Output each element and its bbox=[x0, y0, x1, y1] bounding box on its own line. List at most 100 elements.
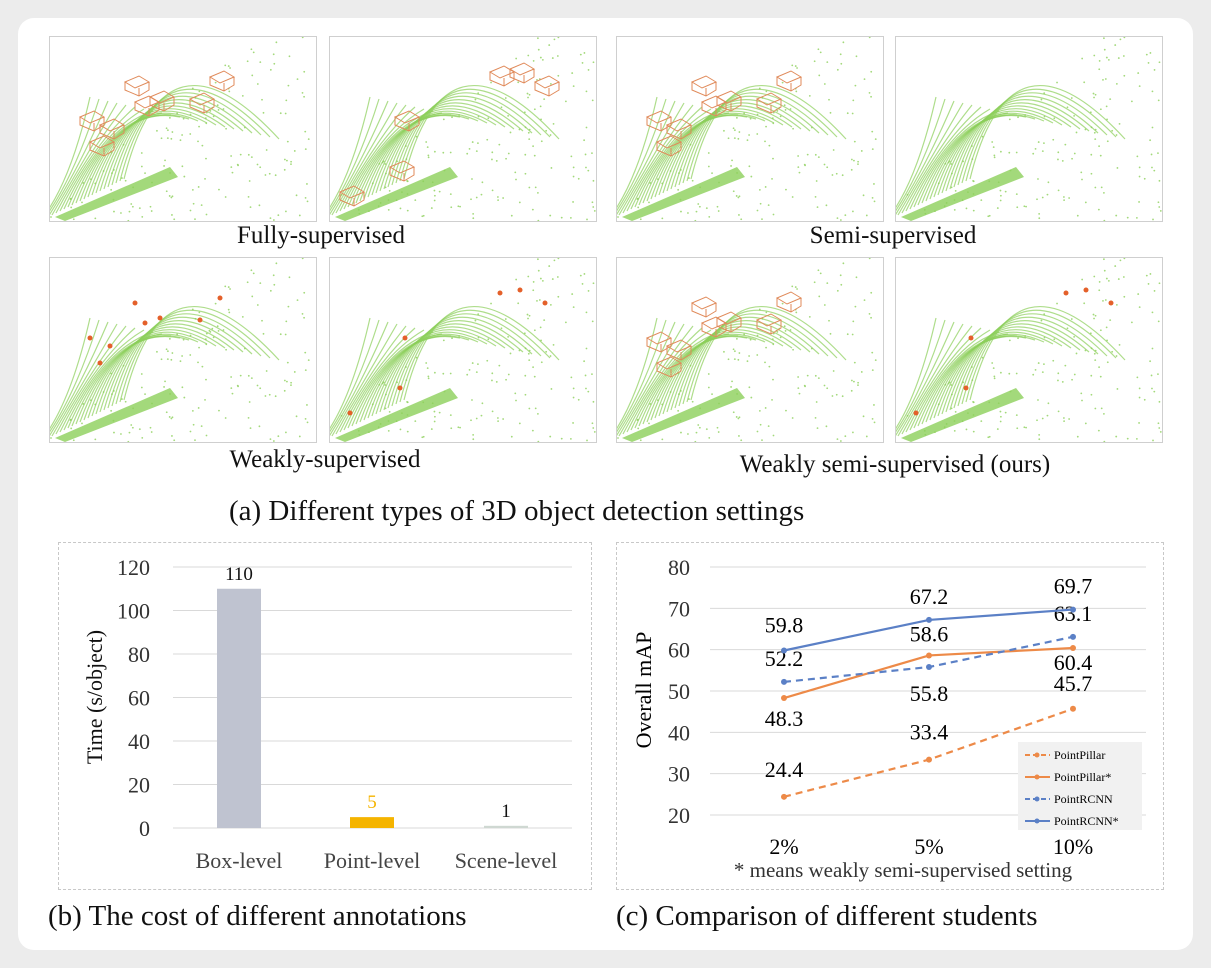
point bbox=[1081, 399, 1083, 402]
point bbox=[823, 83, 826, 85]
point bbox=[527, 352, 530, 355]
point bbox=[120, 212, 122, 214]
point bbox=[1092, 313, 1095, 316]
point bbox=[717, 431, 720, 433]
point bbox=[427, 154, 430, 157]
point bbox=[191, 87, 194, 90]
point bbox=[972, 209, 975, 212]
data-point bbox=[781, 678, 787, 685]
point bbox=[442, 118, 445, 121]
point bbox=[414, 420, 417, 423]
point bbox=[304, 369, 307, 371]
data-point bbox=[926, 616, 932, 623]
point bbox=[733, 129, 736, 132]
point bbox=[828, 319, 830, 322]
point bbox=[545, 129, 548, 132]
point bbox=[72, 218, 75, 221]
point bbox=[141, 215, 144, 218]
point bbox=[304, 351, 307, 354]
point bbox=[797, 166, 800, 169]
scan-line bbox=[617, 317, 658, 430]
point bbox=[236, 163, 239, 166]
point bbox=[570, 155, 573, 158]
scan-line bbox=[50, 321, 109, 436]
point bbox=[168, 416, 171, 418]
point bbox=[1073, 335, 1076, 338]
point bbox=[860, 150, 863, 152]
point bbox=[1094, 314, 1097, 317]
point bbox=[1152, 439, 1154, 442]
point bbox=[749, 117, 752, 120]
point bbox=[791, 417, 794, 419]
point bbox=[198, 90, 201, 93]
point bbox=[144, 172, 146, 175]
point bbox=[247, 416, 250, 419]
bounding-box bbox=[388, 160, 416, 182]
point bbox=[287, 84, 290, 87]
point bbox=[1068, 418, 1071, 420]
point bbox=[518, 422, 521, 425]
point bbox=[201, 365, 204, 368]
data-point bbox=[1070, 705, 1076, 712]
point bbox=[648, 422, 650, 425]
point bbox=[1098, 289, 1101, 292]
x-tick-label: 2% bbox=[769, 834, 798, 859]
point bbox=[214, 81, 217, 84]
point bbox=[269, 289, 272, 292]
point bbox=[583, 273, 586, 275]
point bbox=[817, 377, 820, 380]
point bbox=[808, 315, 811, 318]
point bbox=[1103, 37, 1105, 40]
point bbox=[832, 149, 835, 151]
point bbox=[572, 175, 575, 178]
pointcloud-panel bbox=[895, 36, 1163, 222]
point bbox=[205, 122, 208, 125]
point bbox=[1099, 108, 1102, 111]
point bbox=[112, 169, 115, 171]
data-label: 48.3 bbox=[765, 706, 804, 731]
point bbox=[533, 108, 536, 111]
point bbox=[868, 91, 871, 94]
scan-line bbox=[957, 95, 1099, 186]
data-label: 24.4 bbox=[765, 757, 804, 782]
point bbox=[1094, 407, 1097, 410]
point bbox=[1143, 177, 1146, 180]
point bbox=[871, 130, 874, 133]
point bbox=[399, 207, 402, 210]
point bbox=[1043, 142, 1045, 145]
point-annotation bbox=[402, 335, 408, 341]
point bbox=[592, 282, 595, 285]
scan-line bbox=[55, 325, 127, 435]
point bbox=[149, 205, 152, 208]
point bbox=[258, 204, 261, 207]
ground-strip bbox=[901, 167, 1024, 221]
point bbox=[965, 207, 968, 210]
point bbox=[1102, 299, 1104, 302]
scan-line bbox=[50, 319, 100, 433]
point bbox=[1106, 361, 1109, 364]
data-point bbox=[926, 664, 932, 671]
point bbox=[764, 361, 766, 364]
point bbox=[528, 349, 531, 352]
point bbox=[842, 262, 845, 265]
bar-chart-frame bbox=[58, 542, 592, 890]
point bbox=[378, 162, 381, 165]
point bbox=[803, 384, 806, 387]
point bbox=[854, 305, 857, 308]
point bbox=[449, 414, 452, 417]
point bbox=[250, 377, 253, 380]
scan-line bbox=[107, 320, 244, 409]
point bbox=[122, 364, 125, 367]
point bbox=[527, 54, 530, 57]
point bbox=[138, 207, 141, 210]
point bbox=[1015, 193, 1018, 196]
point bbox=[1097, 429, 1100, 432]
point bbox=[204, 338, 207, 341]
point bbox=[1070, 318, 1073, 320]
point bbox=[228, 90, 231, 93]
point bbox=[381, 382, 384, 385]
point bbox=[1149, 360, 1152, 363]
scan-line bbox=[50, 98, 100, 212]
point bbox=[265, 149, 268, 151]
point bbox=[197, 186, 200, 188]
